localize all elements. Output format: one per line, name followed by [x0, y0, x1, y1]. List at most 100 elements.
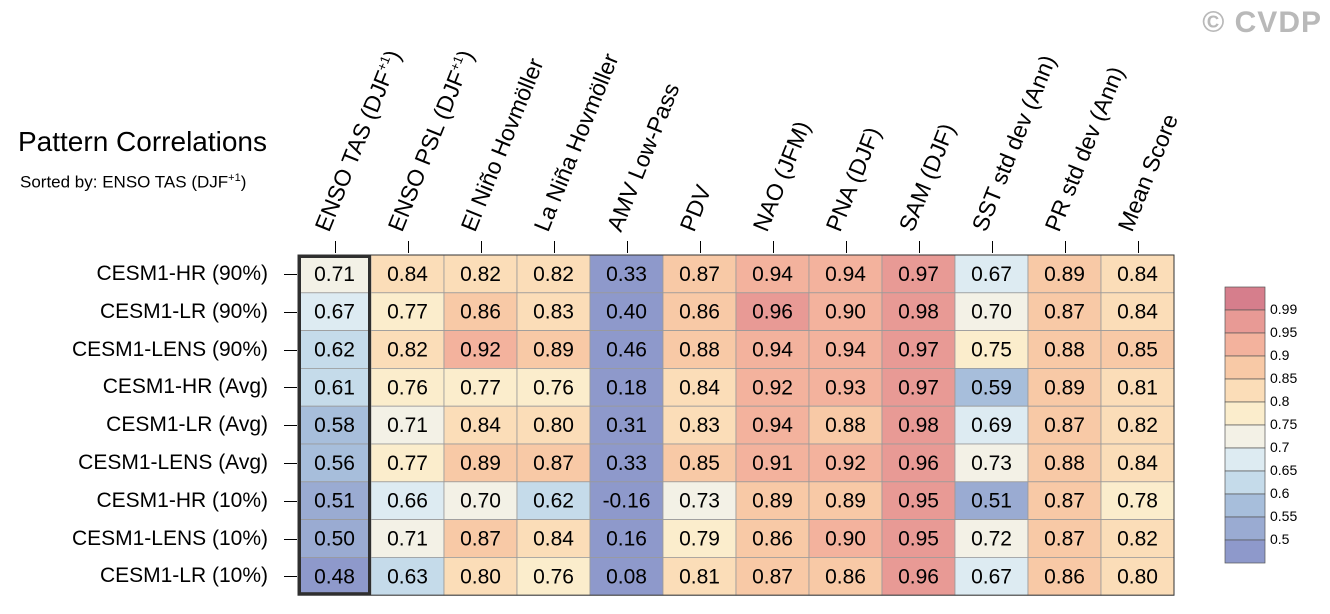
row-label: CESM1-LR (90%) — [99, 299, 268, 323]
colorbar-swatch — [1224, 516, 1266, 541]
heatmap-cell — [881, 405, 956, 445]
cell-value: 0.77 — [387, 452, 428, 475]
cell-value: 0.73 — [971, 452, 1012, 475]
cell-value: 0.82 — [460, 263, 501, 286]
sorted-column-highlight — [298, 255, 371, 596]
heatmap-cell — [1027, 443, 1102, 483]
cell-value: 0.88 — [825, 414, 866, 437]
colorbar-swatch — [1224, 539, 1266, 564]
cell-value: 0.72 — [971, 528, 1012, 551]
cell-value: 0.31 — [606, 414, 647, 437]
cell-value: 0.86 — [1044, 565, 1085, 588]
cell-value: 0.87 — [1044, 301, 1085, 324]
heatmap-cell — [1100, 519, 1175, 558]
cell-value: 0.93 — [825, 376, 866, 399]
colorbar-swatch — [1224, 470, 1266, 495]
cell-value: 0.89 — [752, 490, 793, 513]
cell-value: 0.80 — [1117, 565, 1158, 588]
cell-value: 0.87 — [752, 565, 793, 588]
heatmap-cell — [516, 254, 591, 294]
heatmap-cell — [954, 330, 1029, 369]
cell-value: 0.50 — [314, 528, 355, 551]
heatmap-cell — [662, 405, 737, 445]
cell-value: 0.16 — [606, 528, 647, 551]
cell-value: 0.90 — [825, 528, 866, 551]
cell-value: 0.86 — [679, 301, 720, 324]
cell-value: 0.51 — [971, 490, 1012, 513]
heatmap-cell — [808, 254, 883, 294]
cell-value: 0.92 — [752, 376, 793, 399]
heatmap-cell — [954, 443, 1029, 483]
heatmap-cell — [808, 367, 883, 407]
cell-value: 0.84 — [1117, 301, 1158, 324]
heatmap-cell — [808, 481, 883, 520]
heatmap-cell — [516, 557, 591, 596]
cell-value: 0.46 — [606, 339, 647, 362]
heatmap-cell — [1027, 405, 1102, 445]
cell-value: 0.85 — [679, 452, 720, 475]
heatmap-cell — [735, 254, 810, 294]
row-tick — [284, 311, 297, 313]
cell-value: 0.08 — [606, 565, 647, 588]
heatmap-cell — [662, 519, 737, 558]
row-label: CESM1-LR (Avg) — [106, 413, 268, 437]
cell-value: 0.62 — [533, 490, 574, 513]
cell-value: 0.80 — [460, 565, 501, 588]
heatmap-cell — [370, 557, 445, 596]
heatmap-cell — [297, 405, 372, 445]
cell-value: 0.79 — [679, 528, 720, 551]
colorbar-label: 0.85 — [1270, 370, 1298, 386]
colorbar-swatch — [1224, 493, 1266, 518]
cell-value: 0.58 — [314, 414, 355, 437]
heatmap-cell — [1027, 292, 1102, 331]
cell-value: 0.40 — [606, 301, 647, 324]
heatmap-cell — [589, 405, 664, 445]
cell-value: 0.92 — [825, 452, 866, 475]
cell-value: 0.91 — [752, 452, 793, 475]
heatmap-cell — [370, 254, 445, 294]
colorbar-label: 0.6 — [1270, 485, 1290, 501]
watermark: © CVDP — [1202, 6, 1322, 39]
cell-value: 0.94 — [752, 414, 793, 437]
cell-value: 0.92 — [460, 339, 501, 362]
colorbar-swatch — [1224, 447, 1266, 472]
cell-value: 0.86 — [752, 528, 793, 551]
heatmap-cell — [954, 557, 1029, 596]
column-tick — [480, 241, 482, 253]
colorbar-swatch — [1224, 332, 1266, 357]
cell-value: 0.84 — [1117, 263, 1158, 286]
cell-value: 0.84 — [460, 414, 501, 437]
column-tick — [407, 241, 409, 253]
colorbar-swatch — [1224, 309, 1266, 334]
colorbar-label: 0.5 — [1270, 531, 1290, 547]
row-tick — [284, 387, 297, 389]
cell-value: 0.97 — [898, 376, 939, 399]
heatmap-cell — [662, 557, 737, 596]
heatmap-cell — [662, 254, 737, 294]
heatmap-cell — [297, 292, 372, 331]
column-tick — [1064, 241, 1066, 253]
heatmap-cell — [735, 481, 810, 520]
column-tick — [553, 241, 555, 253]
cell-value: 0.97 — [898, 263, 939, 286]
row-tick — [284, 273, 297, 275]
cell-value: 0.71 — [314, 263, 355, 286]
colorbar-label: 0.55 — [1270, 508, 1298, 524]
cell-value: -0.16 — [603, 490, 651, 513]
cell-value: 0.94 — [825, 263, 866, 286]
colorbar-swatch — [1224, 424, 1266, 449]
cell-value: 0.63 — [387, 565, 428, 588]
heatmap-cell — [443, 254, 518, 294]
subtitle-suffix: ) — [240, 172, 247, 192]
cell-value: 0.77 — [460, 376, 501, 399]
cell-value: 0.48 — [314, 565, 355, 588]
cell-value: 0.82 — [1117, 414, 1158, 437]
heatmap-cell — [370, 519, 445, 558]
cell-value: 0.96 — [898, 565, 939, 588]
heatmap-cell — [370, 405, 445, 445]
heatmap-cell — [589, 557, 664, 596]
heatmap-cell — [370, 292, 445, 331]
heatmap-cell — [1027, 330, 1102, 369]
heatmap-cell — [516, 330, 591, 369]
heatmap-cell — [1100, 292, 1175, 331]
